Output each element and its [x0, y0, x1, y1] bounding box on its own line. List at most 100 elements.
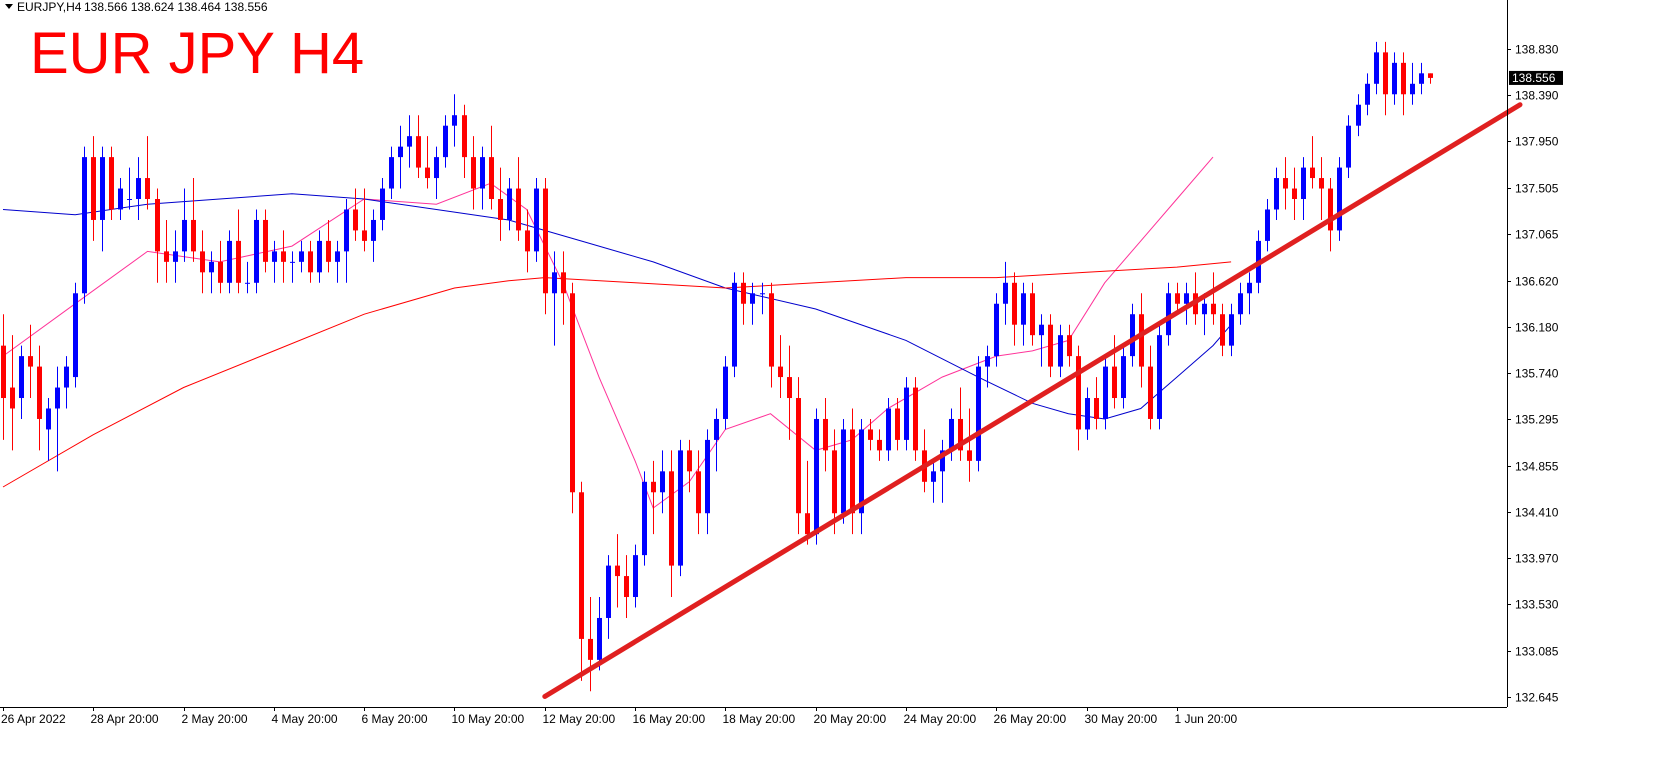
candle[interactable]: [832, 429, 837, 535]
candle[interactable]: [714, 408, 719, 472]
candle[interactable]: [1247, 272, 1252, 315]
candle[interactable]: [1094, 377, 1099, 430]
candle[interactable]: [1265, 199, 1270, 252]
price-axis[interactable]: 138.830 138.390 137.950 137.505 137.065 136.6…: [1507, 43, 1559, 705]
candle[interactable]: [624, 555, 629, 618]
candle[interactable]: [443, 115, 448, 168]
candle[interactable]: [498, 167, 503, 241]
candle[interactable]: [1085, 387, 1090, 440]
candle[interactable]: [904, 377, 909, 451]
candle[interactable]: [263, 209, 268, 273]
candle[interactable]: [615, 534, 620, 608]
candle[interactable]: [1121, 345, 1126, 409]
candle[interactable]: [886, 398, 891, 461]
candle[interactable]: [326, 219, 331, 273]
candle[interactable]: [525, 209, 530, 273]
candle[interactable]: [1274, 167, 1279, 220]
candle[interactable]: [1202, 293, 1207, 336]
candle[interactable]: [1103, 356, 1108, 430]
candle[interactable]: [1220, 303, 1225, 357]
candle[interactable]: [778, 335, 783, 399]
candle[interactable]: [1211, 272, 1216, 325]
candle[interactable]: [678, 439, 683, 577]
candle[interactable]: [362, 188, 367, 252]
candle[interactable]: [1067, 324, 1072, 367]
candle[interactable]: [1003, 261, 1008, 325]
candle[interactable]: [543, 178, 548, 315]
candle[interactable]: [109, 146, 114, 220]
candle[interactable]: [1229, 303, 1234, 357]
candle[interactable]: [850, 408, 855, 535]
candle[interactable]: [380, 178, 385, 231]
candle[interactable]: [579, 481, 584, 681]
candle[interactable]: [940, 439, 945, 503]
candle[interactable]: [660, 450, 665, 514]
candle[interactable]: [308, 240, 313, 283]
candle[interactable]: [1319, 157, 1324, 220]
candle[interactable]: [877, 429, 882, 461]
candle[interactable]: [127, 167, 132, 210]
candle[interactable]: [1365, 73, 1370, 116]
candle[interactable]: [1310, 136, 1315, 189]
candle[interactable]: [552, 251, 557, 346]
time-axis[interactable]: 26 Apr 2022 28 Apr 20:00 2 May 20:00 4 May …: [1, 707, 1238, 726]
candle[interactable]: [1337, 157, 1342, 241]
candle[interactable]: [1184, 282, 1189, 325]
candle[interactable]: [389, 146, 394, 200]
candle[interactable]: [272, 240, 277, 283]
candle[interactable]: [859, 418, 864, 535]
candle[interactable]: [1030, 282, 1035, 346]
candle[interactable]: [760, 282, 765, 315]
candle[interactable]: [669, 450, 674, 598]
candle[interactable]: [344, 199, 349, 283]
candle[interactable]: [155, 188, 160, 283]
candle[interactable]: [823, 398, 828, 472]
candle[interactable]: [100, 146, 105, 252]
candle[interactable]: [1238, 282, 1243, 325]
candle[interactable]: [1410, 62, 1415, 105]
candle[interactable]: [1401, 52, 1406, 116]
candle[interactable]: [913, 377, 918, 461]
candle[interactable]: [335, 240, 340, 283]
candle[interactable]: [841, 418, 846, 524]
candle[interactable]: [1012, 272, 1017, 346]
candle[interactable]: [967, 408, 972, 482]
candle[interactable]: [633, 544, 638, 608]
candle[interactable]: [1283, 157, 1288, 210]
candle[interactable]: [118, 178, 123, 220]
candle[interactable]: [91, 136, 96, 241]
candle[interactable]: [1139, 293, 1144, 388]
candle[interactable]: [353, 188, 358, 241]
candle[interactable]: [994, 293, 999, 367]
candle[interactable]: [1392, 52, 1397, 105]
candle[interactable]: [1383, 41, 1388, 116]
candle[interactable]: [651, 460, 656, 535]
candle[interactable]: [1346, 115, 1351, 179]
candle[interactable]: [1428, 73, 1433, 84]
candle[interactable]: [46, 398, 51, 461]
candle[interactable]: [1039, 314, 1044, 367]
candle[interactable]: [136, 157, 141, 220]
candle[interactable]: [416, 115, 421, 179]
candle[interactable]: [209, 251, 214, 294]
candle[interactable]: [958, 387, 963, 461]
candle[interactable]: [64, 356, 69, 409]
candle[interactable]: [895, 398, 900, 451]
candle[interactable]: [723, 356, 728, 430]
candle[interactable]: [28, 324, 33, 399]
candle[interactable]: [471, 136, 476, 210]
candle[interactable]: [1374, 41, 1379, 95]
candle[interactable]: [37, 345, 42, 451]
candle[interactable]: [236, 209, 241, 294]
candle[interactable]: [750, 282, 755, 325]
candle[interactable]: [507, 178, 512, 231]
candle[interactable]: [191, 178, 196, 262]
candle[interactable]: [732, 272, 737, 378]
candle[interactable]: [741, 272, 746, 325]
candle[interactable]: [1175, 282, 1180, 315]
candle[interactable]: [1021, 282, 1026, 346]
candle[interactable]: [299, 240, 304, 273]
candle[interactable]: [588, 597, 593, 692]
candle[interactable]: [985, 345, 990, 388]
